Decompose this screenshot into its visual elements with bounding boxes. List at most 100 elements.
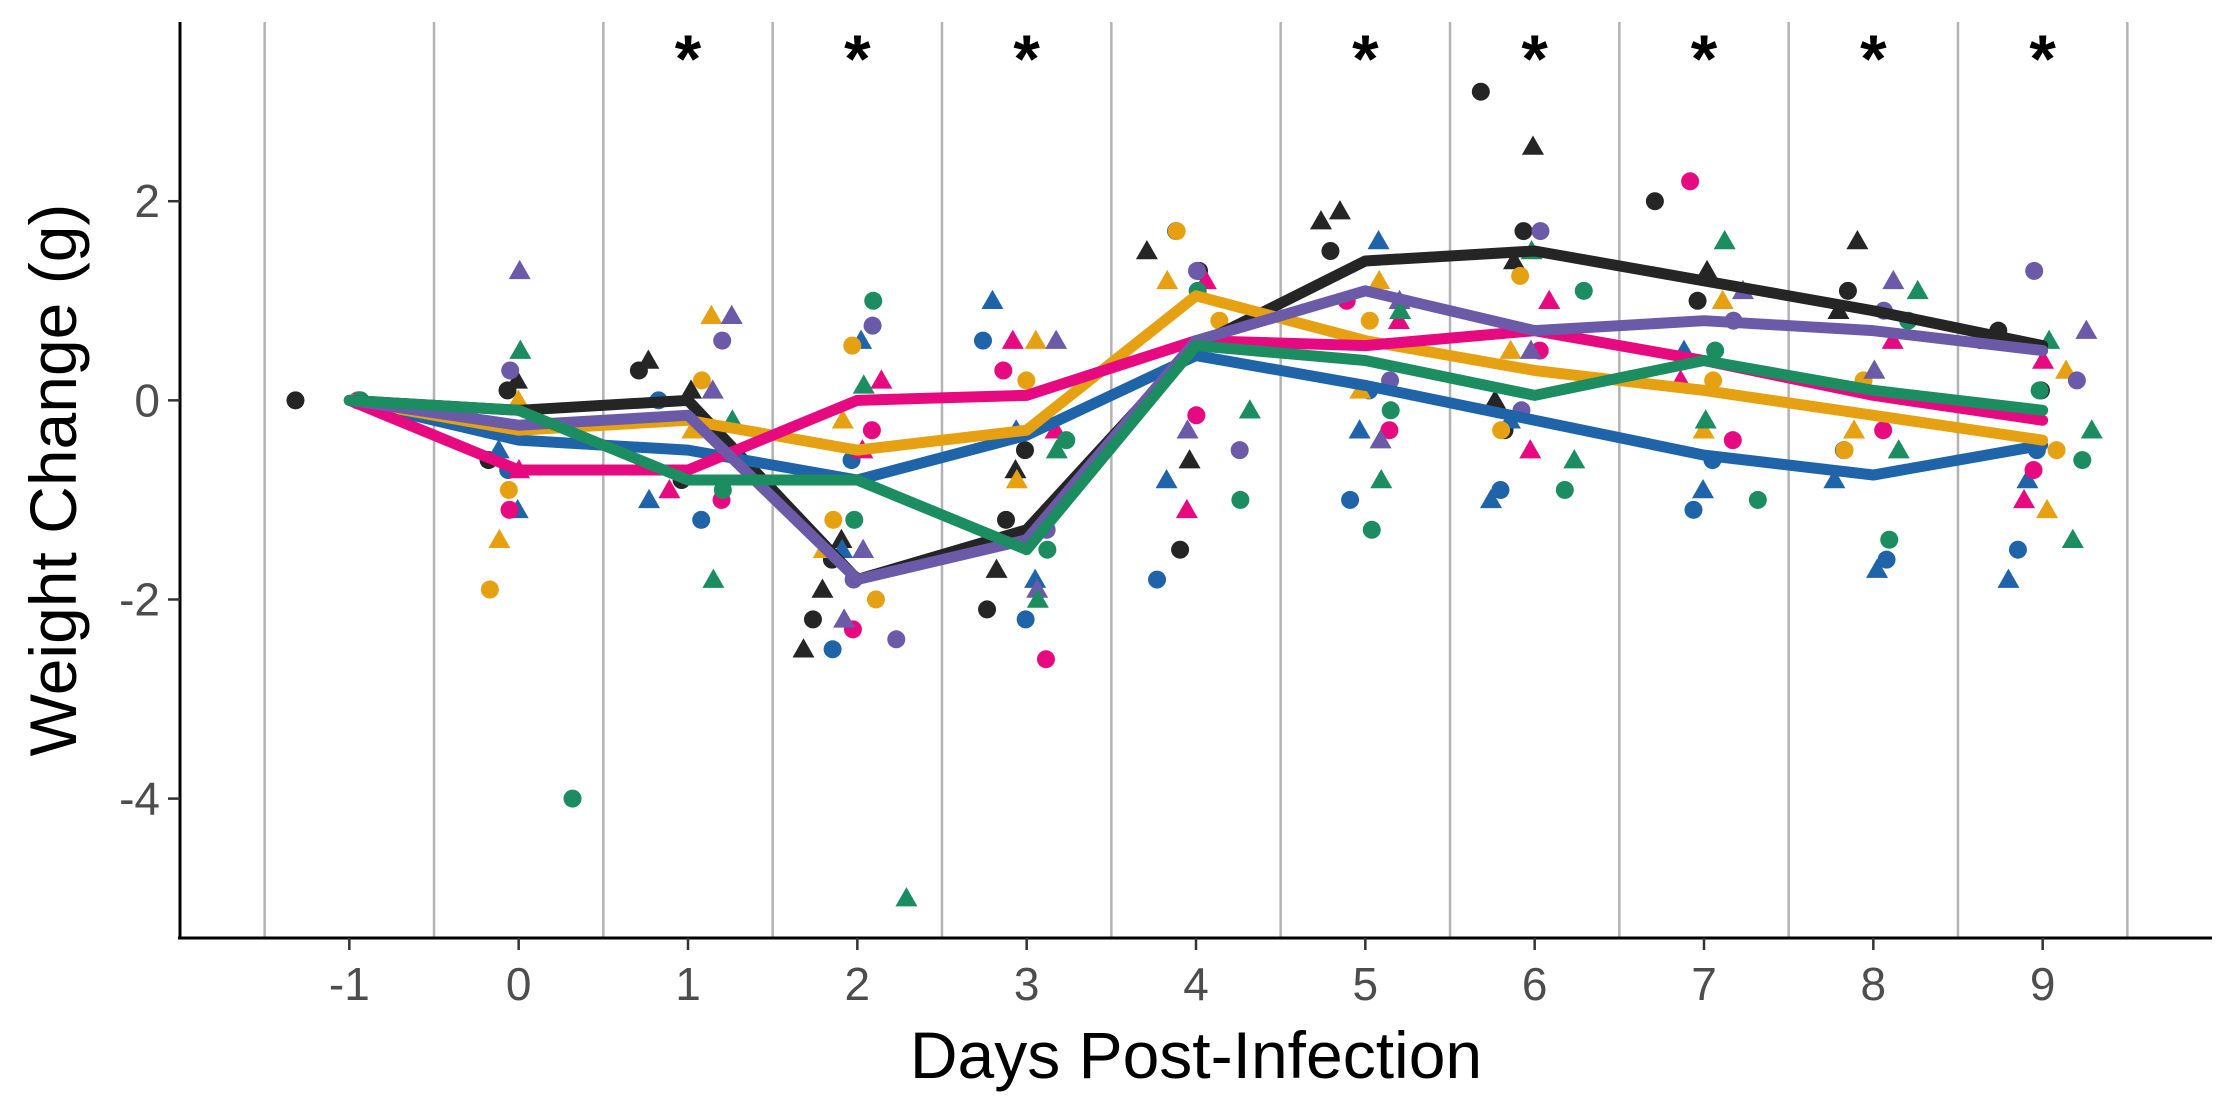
data-point-triangle [2061,528,2084,548]
data-point-circle [1015,441,1034,460]
significance-star: * [2029,21,2056,97]
data-point-circle [994,361,1013,380]
data-point-circle [1231,490,1250,509]
data-point-triangle [1863,359,1886,379]
x-tick-label: 8 [1861,958,1887,1010]
data-point-circle [1017,371,1036,390]
data-point-triangle [2016,469,2039,489]
data-point-triangle [1691,478,1714,499]
data-point-triangle [1348,419,1371,439]
data-point-triangle [1238,399,1261,419]
data-point-circle [713,331,732,350]
data-point-triangle [700,304,723,324]
data-point-triangle [702,568,725,588]
data-point-circle [1877,550,1896,569]
data-point-triangle [1176,419,1199,439]
data-point-triangle [1711,289,1734,310]
data-point-triangle [870,369,893,389]
data-point-triangle [1503,249,1526,270]
data-point-circle [1188,261,1207,280]
data-point-triangle [680,379,703,399]
x-tick-label: 9 [2030,958,2056,1010]
data-point-triangle [833,608,856,628]
data-point-circle [692,371,711,390]
data-point-circle [1171,540,1190,559]
y-tick-label: -4 [119,773,160,825]
data-point-circle [1838,281,1857,300]
x-tick-label: 7 [1691,958,1717,1010]
x-axis-title: Days Post-Infection [910,1018,1482,1092]
data-point-triangle [1045,329,1068,349]
x-tick-label: 3 [1014,958,1040,1010]
data-point-triangle [1024,329,1047,349]
data-point-triangle [2075,319,2098,339]
x-tick-label: 6 [1522,958,1548,1010]
data-point-circle [1057,431,1076,450]
data-point-triangle [1882,269,1905,290]
data-point-circle [1210,311,1229,330]
significance-star: * [1013,21,1040,97]
data-point-circle [480,580,499,599]
data-point-circle [1645,192,1664,211]
significance-markers: * * * * * * * * [675,21,2057,97]
data-point-circle [2067,371,2086,390]
data-point-circle [2073,451,2092,470]
data-point-circle [1360,311,1379,330]
data-point-triangle [831,409,854,429]
data-point-triangle [2036,498,2059,519]
data-point-circle [1555,480,1574,499]
y-tick-label: 2 [134,175,160,227]
mean-line [343,340,2049,556]
data-point-circle [823,640,842,659]
data-point-circle [1531,222,1550,241]
data-point-triangle [1387,309,1410,329]
data-point-triangle [811,578,834,598]
data-point-triangle [1519,339,1542,359]
data-point-circle [500,500,519,519]
data-point-circle [1704,371,1723,390]
y-axis-title: Weight Change (g) [16,204,90,757]
data-point-triangle [1692,419,1715,439]
data-point-triangle [488,528,511,548]
data-point-triangle [1309,210,1332,230]
significance-star: * [1691,21,1718,97]
data-point-circle [2025,261,2044,280]
gridlines [263,22,2129,938]
data-point-triangle [1479,488,1502,509]
data-point-triangle [852,374,875,394]
x-tick-label: 2 [845,958,871,1010]
data-point-circle [1492,421,1511,440]
x-tick-label: -1 [329,958,370,1010]
data-point-circle [973,331,992,350]
data-point-triangle [1369,429,1392,449]
data-point-triangle [1521,135,1544,155]
y-tick-label: -2 [119,573,160,625]
data-point-triangle [507,389,530,409]
data-point-triangle [2013,488,2036,509]
data-points [286,82,2103,907]
data-point-triangle [1696,259,1719,280]
data-point-triangle [1846,230,1869,250]
data-point-triangle [1001,329,1024,349]
data-point-circle [1380,421,1399,440]
data-point-triangle [1178,449,1201,469]
data-point-triangle [1843,419,1866,439]
data-point-triangle [830,528,853,548]
data-point-circle [286,391,305,410]
data-point-circle [1681,172,1700,191]
data-point-triangle [1866,558,1889,578]
data-point-triangle [981,289,1004,310]
data-point-circle [1880,530,1899,549]
data-point-triangle [1881,329,1904,349]
data-point-triangle [1519,439,1542,459]
data-point-circle [1016,610,1035,629]
data-point-triangle [508,259,531,280]
data-point-triangle [1026,588,1049,608]
mean-lines [343,245,2049,586]
data-point-triangle [1005,469,1028,489]
data-point-circle [845,510,864,529]
data-point-triangle [895,887,918,907]
data-point-triangle [2080,419,2103,439]
axes [178,22,2212,940]
